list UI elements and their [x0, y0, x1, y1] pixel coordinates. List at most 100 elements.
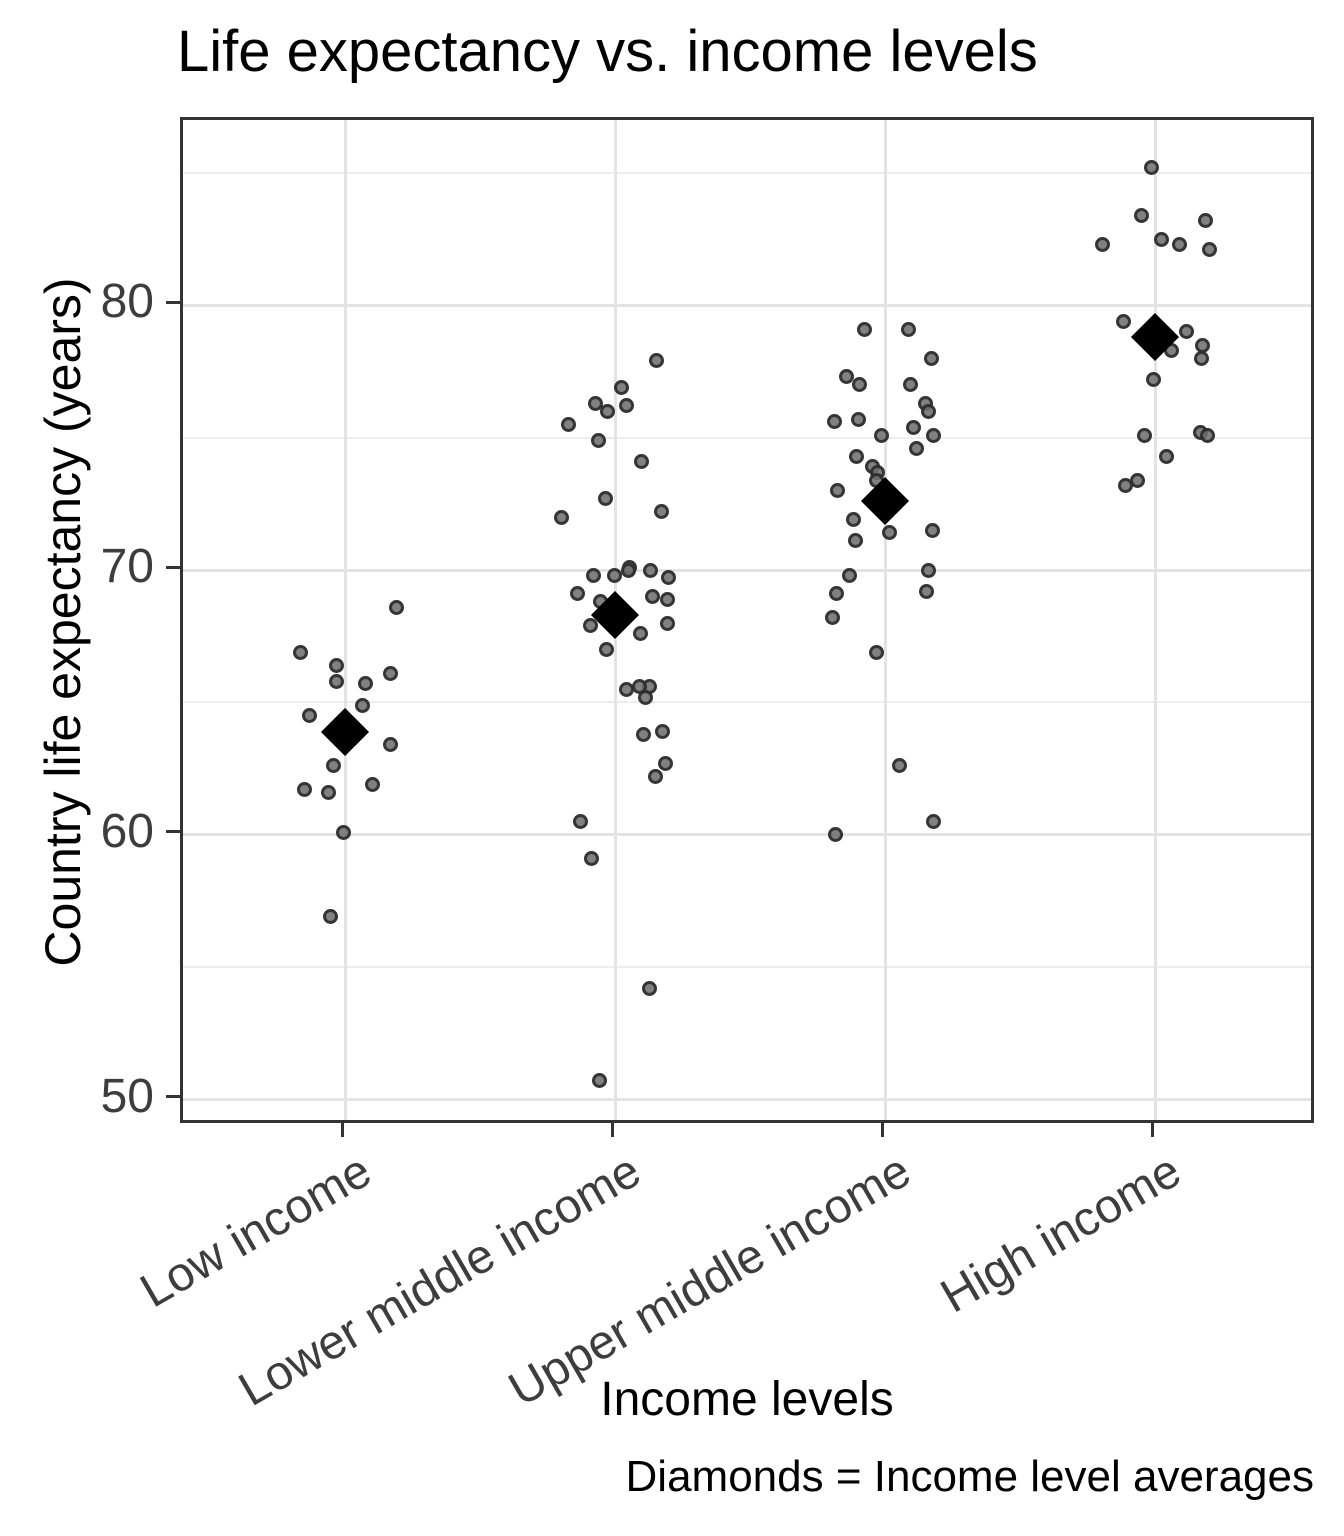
data-point	[599, 403, 615, 419]
data-point	[1197, 213, 1213, 229]
data-point	[851, 377, 867, 393]
data-point	[585, 567, 601, 583]
gridline-vertical	[1153, 120, 1157, 1120]
data-point	[644, 589, 660, 605]
data-point	[1153, 231, 1169, 247]
y-tick-label: 60	[100, 804, 154, 858]
data-point	[925, 814, 941, 830]
gridline-minor-horizontal	[183, 966, 1311, 969]
data-point	[328, 657, 344, 673]
y-tick-mark	[166, 565, 180, 569]
data-point	[583, 851, 599, 867]
data-point	[873, 427, 889, 443]
data-point	[918, 583, 934, 599]
y-tick-label: 50	[100, 1069, 154, 1123]
data-point	[382, 737, 398, 753]
data-point	[1171, 236, 1187, 252]
data-point	[1143, 160, 1159, 176]
data-point	[637, 689, 653, 705]
gridline-major-horizontal	[183, 303, 1311, 307]
data-point	[553, 509, 569, 525]
data-point	[1117, 477, 1133, 493]
y-tick-mark	[166, 830, 180, 834]
data-point	[659, 591, 675, 607]
x-axis-title: Income levels	[600, 1373, 894, 1426]
data-point	[633, 454, 649, 469]
x-tick-label: Low income	[131, 1144, 380, 1319]
data-point	[660, 570, 676, 586]
data-point	[647, 769, 663, 785]
data-point	[301, 708, 317, 724]
data-point	[1094, 236, 1110, 252]
data-point	[1133, 207, 1149, 223]
data-point	[923, 350, 939, 366]
mean-diamond	[860, 477, 910, 526]
data-point	[1136, 427, 1152, 443]
data-point	[632, 626, 648, 642]
data-point	[653, 504, 669, 520]
chart-title: Life expectancy vs. income levels	[177, 19, 1038, 84]
data-point	[388, 599, 404, 615]
data-point	[920, 562, 936, 578]
data-point	[881, 525, 897, 541]
chart-caption: Diamonds = Income level averages	[625, 1452, 1314, 1501]
data-point	[642, 562, 658, 578]
data-point	[924, 522, 940, 538]
data-point	[654, 724, 670, 740]
data-point	[829, 483, 845, 499]
data-point	[587, 395, 603, 411]
data-point	[354, 697, 370, 713]
x-tick-mark	[880, 1123, 884, 1137]
data-point	[357, 676, 373, 692]
x-tick-label: High income	[932, 1144, 1190, 1324]
gridline-minor-horizontal	[183, 701, 1311, 704]
data-point	[292, 644, 308, 660]
data-point	[841, 567, 857, 583]
data-point	[582, 618, 598, 634]
data-point	[659, 615, 675, 631]
data-point	[613, 379, 629, 395]
data-point	[606, 567, 622, 583]
data-point	[320, 784, 336, 800]
data-point	[1193, 350, 1209, 366]
mean-diamond	[320, 707, 370, 756]
data-point	[891, 758, 907, 774]
gridline-vertical	[883, 120, 887, 1120]
y-tick-label: 70	[100, 540, 154, 594]
y-tick-label: 80	[100, 275, 154, 329]
data-point	[908, 440, 924, 456]
data-point	[590, 432, 606, 448]
data-point	[382, 665, 398, 681]
data-point	[572, 814, 588, 830]
gridline-minor-horizontal	[183, 171, 1311, 174]
data-point	[641, 980, 657, 996]
data-point	[1178, 324, 1194, 340]
data-point	[845, 512, 861, 528]
data-point	[325, 758, 341, 774]
data-point	[1158, 448, 1174, 464]
data-point	[828, 586, 844, 602]
y-tick-mark	[166, 1095, 180, 1099]
data-point	[569, 586, 585, 602]
data-point	[838, 369, 854, 385]
data-point	[648, 353, 664, 369]
data-point	[328, 673, 344, 689]
data-point	[618, 681, 634, 697]
data-point	[847, 533, 863, 549]
data-point	[900, 321, 916, 337]
data-point	[560, 416, 576, 432]
x-tick-mark	[610, 1123, 614, 1137]
data-point	[868, 644, 884, 660]
data-point	[920, 403, 936, 419]
data-point	[1201, 242, 1217, 258]
data-point	[296, 782, 312, 798]
data-point	[826, 414, 842, 430]
data-point	[1145, 371, 1161, 387]
x-tick-mark	[1150, 1123, 1154, 1137]
data-point	[618, 398, 634, 414]
gridline-major-horizontal	[183, 568, 1311, 572]
data-point	[335, 824, 351, 840]
data-point	[824, 610, 840, 626]
x-tick-mark	[340, 1123, 344, 1137]
